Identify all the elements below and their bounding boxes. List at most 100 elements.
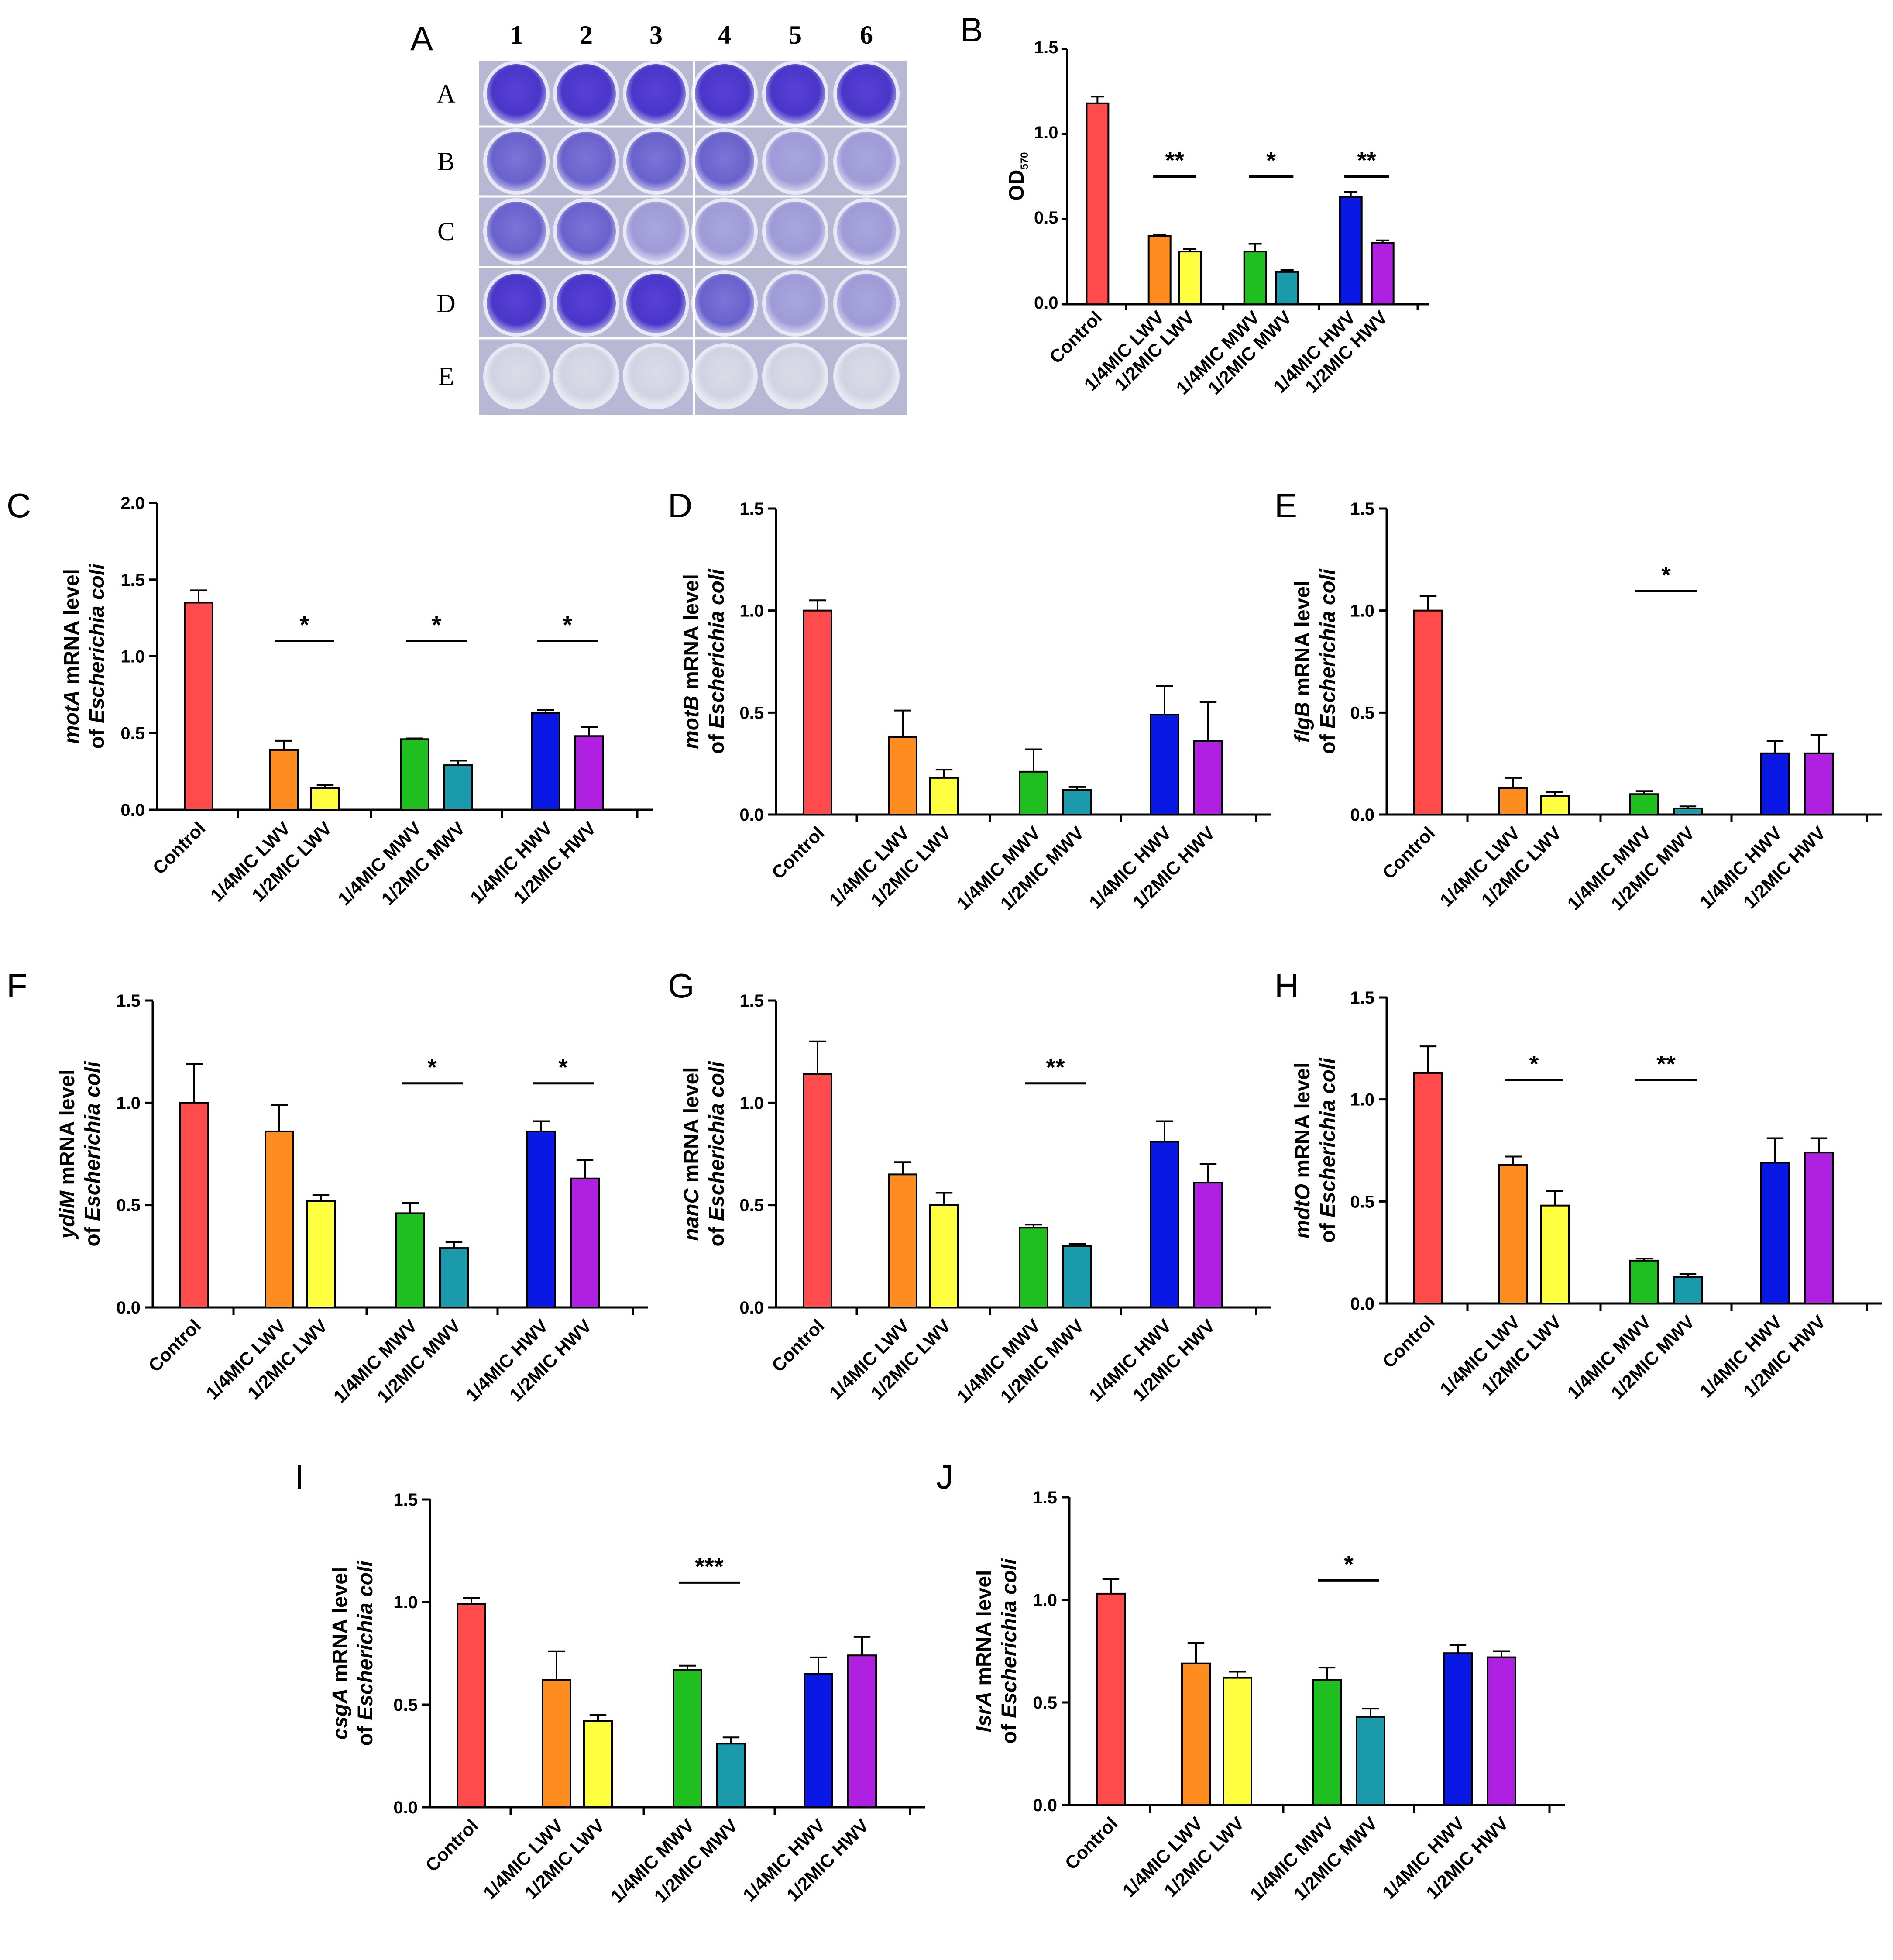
category-label: Control xyxy=(1045,307,1106,368)
plate-well xyxy=(833,343,900,409)
y-tick-label: 0.0 xyxy=(1350,805,1374,825)
y-axis-label: nanC mRNA level xyxy=(680,1067,703,1241)
bar xyxy=(526,1130,556,1309)
plate-well xyxy=(483,270,550,337)
bar xyxy=(1062,1245,1092,1308)
category-label: Control xyxy=(1378,822,1439,883)
significance-label: ** xyxy=(1656,1050,1676,1077)
significance-label: * xyxy=(300,611,309,638)
significance-label: ** xyxy=(1046,1053,1065,1081)
plate-well xyxy=(691,61,758,127)
y-tick-label: 1.0 xyxy=(739,1093,764,1113)
y-axis-label: of Escherichia coli xyxy=(705,1061,728,1247)
y-tick-label: 1.0 xyxy=(1350,1090,1374,1110)
bar xyxy=(929,1204,959,1309)
category-label: Control xyxy=(768,1315,828,1376)
plate-well xyxy=(691,198,758,265)
bar xyxy=(583,1720,613,1809)
panel-letter: H xyxy=(1275,966,1299,1005)
y-axis-label: csgA mRNA level xyxy=(329,1567,352,1740)
plate-column-label: 2 xyxy=(580,21,593,49)
plate-well xyxy=(762,61,828,127)
category-label: Control xyxy=(1378,1311,1439,1372)
y-tick-label: 0.5 xyxy=(1033,1693,1057,1712)
y-tick-label: 0.0 xyxy=(1033,1796,1057,1815)
significance-label: * xyxy=(563,611,572,638)
bar xyxy=(1062,789,1092,816)
significance-label: ** xyxy=(1357,147,1376,174)
bar xyxy=(929,777,959,816)
bar xyxy=(1413,609,1443,815)
y-tick-label: 0.5 xyxy=(739,703,764,722)
bar xyxy=(1086,102,1110,306)
bar xyxy=(542,1679,571,1809)
bar xyxy=(803,609,832,815)
y-axis-label: OD570 xyxy=(1005,152,1031,201)
plate-row-label: C xyxy=(437,217,455,246)
bar xyxy=(1673,807,1703,815)
category-label: Control xyxy=(144,1315,205,1376)
plate-row-label: D xyxy=(436,289,455,318)
plate-well xyxy=(833,198,900,265)
bar xyxy=(847,1654,877,1808)
bar xyxy=(888,736,917,815)
plate-column-label: 6 xyxy=(860,21,873,49)
y-tick-label: 1.5 xyxy=(1350,499,1374,519)
bar xyxy=(803,1073,832,1308)
bar xyxy=(443,764,473,811)
y-tick-label: 0.5 xyxy=(393,1695,418,1715)
y-tick-label: 0.0 xyxy=(116,1298,141,1317)
plate-row-label: A xyxy=(436,79,455,108)
bar xyxy=(1150,714,1179,816)
category-label: Control xyxy=(1061,1813,1122,1874)
bar xyxy=(310,787,340,811)
plate-well xyxy=(833,61,900,127)
plate-well xyxy=(762,128,828,195)
y-axis-label: of Escherichia coli xyxy=(1316,1057,1340,1243)
plate-well xyxy=(553,128,619,195)
plate-well xyxy=(762,198,828,265)
bar xyxy=(1540,795,1570,815)
y-axis-label: of Escherichia coli xyxy=(81,1061,104,1247)
y-axis-label: of Escherichia coli xyxy=(998,1558,1021,1744)
panel-letter: B xyxy=(960,10,983,49)
panel-letter: J xyxy=(936,1458,953,1496)
bar xyxy=(1147,235,1172,305)
y-axis-label: motA mRNA level xyxy=(60,569,83,744)
bar xyxy=(1804,752,1834,816)
bar xyxy=(888,1173,917,1309)
y-tick-label: 0.0 xyxy=(739,1298,764,1317)
y-axis-label: of Escherichia coli xyxy=(705,568,728,754)
plate-well xyxy=(623,198,689,265)
plate-well xyxy=(553,61,619,127)
panel-letter: F xyxy=(7,966,27,1005)
y-tick-label: 1.5 xyxy=(739,499,764,519)
y-tick-label: 0.0 xyxy=(1350,1294,1374,1314)
plate-row-label: B xyxy=(437,147,455,176)
bar xyxy=(1150,1141,1179,1308)
bar xyxy=(1019,1227,1048,1308)
y-tick-label: 2.0 xyxy=(120,494,145,513)
significance-label: * xyxy=(1266,147,1276,174)
plate-well xyxy=(623,270,689,337)
y-axis-label: mdtO mRNA level xyxy=(1291,1063,1314,1239)
bar xyxy=(400,738,429,811)
bar xyxy=(457,1603,486,1808)
y-tick-label: 1.0 xyxy=(393,1593,418,1612)
significance-label: *** xyxy=(695,1552,724,1580)
plate-well xyxy=(691,270,758,337)
bar xyxy=(1443,1652,1473,1806)
bar xyxy=(184,602,213,811)
plate-well xyxy=(483,128,550,195)
bar xyxy=(1339,196,1363,305)
y-tick-label: 1.0 xyxy=(116,1093,141,1113)
y-tick-label: 1.5 xyxy=(116,991,141,1011)
bar xyxy=(1356,1716,1385,1806)
panel-letter: C xyxy=(7,486,31,525)
